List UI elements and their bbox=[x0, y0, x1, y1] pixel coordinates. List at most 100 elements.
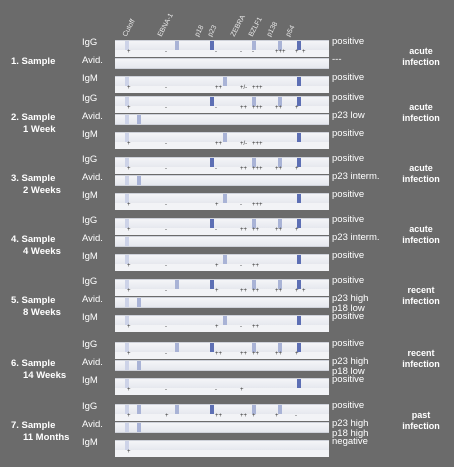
intensity-mark: ++ bbox=[240, 166, 248, 172]
intensity-mark: - bbox=[215, 227, 217, 233]
intensity-mark: - bbox=[165, 105, 167, 111]
blot-band bbox=[125, 280, 129, 289]
intensity-mark: + bbox=[127, 105, 131, 111]
header-ebna-1: EBNA-1 bbox=[156, 12, 175, 38]
intensity-mark: ++ bbox=[252, 351, 260, 357]
intensity-marks: + - + - ++ bbox=[115, 324, 329, 332]
interpretation-label: acute infection bbox=[402, 163, 440, 184]
intensity-marks: +-+++++++++ bbox=[115, 351, 329, 359]
intensity-mark: +++ bbox=[252, 202, 263, 208]
blot-band bbox=[252, 343, 256, 352]
row-label: IgM bbox=[82, 129, 98, 140]
blot-band bbox=[297, 379, 301, 388]
interpretation-label: past infection bbox=[402, 410, 440, 431]
row-label: IgM bbox=[82, 437, 98, 448]
sample-block: 4. Sample 4 Weeks IgG + - - ++ ++ ++ + positive Avi… bbox=[0, 214, 454, 280]
intensity-mark: + bbox=[252, 413, 256, 419]
blot-strip bbox=[115, 114, 329, 125]
intensity-mark: +++ bbox=[275, 49, 286, 55]
intensity-mark: + bbox=[215, 324, 219, 330]
intensity-mark: - bbox=[295, 413, 297, 419]
sample-block: 6. Sample 14 Weeks IgG + - ++ ++ ++ ++ + positive A… bbox=[0, 339, 454, 404]
row-result: p23 high p18 low bbox=[332, 356, 369, 377]
intensity-marks: + - - ++ +++ ++ + bbox=[115, 166, 329, 174]
blot-band bbox=[223, 133, 227, 142]
intensity-mark: +/- bbox=[240, 141, 248, 147]
interpretation-label: acute infection bbox=[402, 46, 440, 67]
intensity-mark: ++ bbox=[215, 413, 223, 419]
blot-band bbox=[297, 316, 301, 325]
row-label: IgM bbox=[82, 190, 98, 201]
intensity-mark: + bbox=[215, 263, 219, 269]
intensity-marks: + - - ++ ++ ++ + bbox=[115, 227, 329, 235]
sample-label: 2. Sample 1 Week bbox=[11, 112, 56, 135]
row-label: IgM bbox=[82, 73, 98, 84]
row-label: IgM bbox=[82, 312, 98, 323]
sample-label: 1. Sample bbox=[11, 56, 56, 67]
blot-band bbox=[175, 41, 179, 50]
row-label: Avid. bbox=[82, 111, 103, 122]
blot-strip bbox=[115, 236, 329, 247]
blot-band bbox=[297, 219, 301, 228]
blot-band bbox=[297, 133, 301, 142]
blot-band bbox=[137, 115, 141, 124]
intensity-mark: ++ bbox=[252, 324, 260, 330]
intensity-mark: ++ bbox=[252, 227, 260, 233]
row-label: IgM bbox=[82, 375, 98, 386]
row-result: p23 high p18 low bbox=[332, 293, 369, 314]
row-result: p23 high p18 high bbox=[332, 418, 369, 439]
intensity-mark: ++ bbox=[252, 288, 260, 294]
intensity-mark: - bbox=[165, 141, 167, 147]
blot-band bbox=[210, 280, 214, 289]
intensity-mark: ++ bbox=[240, 288, 248, 294]
blot-band bbox=[297, 343, 301, 352]
row-result: positive bbox=[332, 400, 365, 411]
row-result: positive bbox=[332, 311, 365, 322]
intensity-mark: + bbox=[127, 324, 131, 330]
blot-band bbox=[125, 237, 129, 246]
sample-label: 5. Sample 8 Weeks bbox=[11, 295, 61, 318]
intensity-mark: ++ bbox=[275, 227, 283, 233]
blot-band bbox=[252, 158, 256, 167]
blot-strip bbox=[115, 360, 329, 371]
row-result: positive bbox=[332, 214, 365, 225]
row-label: IgG bbox=[82, 276, 98, 287]
blot-band bbox=[125, 219, 129, 228]
blot-band bbox=[210, 405, 214, 414]
blot-band bbox=[223, 77, 227, 86]
intensity-mark: + bbox=[165, 413, 169, 419]
row-label: IgG bbox=[82, 339, 98, 350]
intensity-mark: - bbox=[165, 85, 167, 91]
blot-band bbox=[297, 194, 301, 203]
row-label: IgG bbox=[82, 93, 98, 104]
intensity-mark: +++ bbox=[252, 141, 263, 147]
intensity-mark: + bbox=[215, 288, 219, 294]
intensity-mark: + bbox=[215, 202, 219, 208]
intensity-mark: ++ bbox=[275, 288, 283, 294]
row-result: p23 low bbox=[332, 110, 365, 121]
intensity-mark: + bbox=[295, 105, 299, 111]
blot-band bbox=[125, 343, 129, 352]
sample-label: 4. Sample 4 Weeks bbox=[11, 234, 61, 257]
intensity-mark: - bbox=[215, 166, 217, 172]
blot-band bbox=[297, 41, 301, 50]
blot-band bbox=[125, 115, 129, 124]
intensity-mark: - bbox=[165, 387, 167, 393]
intensity-marks: + - + - +++ bbox=[115, 202, 329, 210]
intensity-mark: ++ bbox=[275, 105, 283, 111]
intensity-mark: + bbox=[295, 227, 299, 233]
intensity-mark: + bbox=[127, 449, 131, 455]
row-result: positive bbox=[332, 189, 365, 200]
intensity-mark: + bbox=[127, 227, 131, 233]
blot-band bbox=[125, 176, 129, 185]
row-result: positive bbox=[332, 92, 365, 103]
intensity-mark: ++ bbox=[240, 105, 248, 111]
header-p23: p23 bbox=[206, 24, 219, 38]
sample-block: 3. Sample 2 Weeks IgG + - - ++ +++ ++ + positive Av… bbox=[0, 154, 454, 219]
blot-band bbox=[252, 97, 256, 106]
intensity-mark: +++ bbox=[252, 166, 263, 172]
blot-band bbox=[252, 405, 256, 414]
blot-band bbox=[125, 97, 129, 106]
blot-band bbox=[210, 343, 214, 352]
intensity-mark: - bbox=[165, 227, 167, 233]
